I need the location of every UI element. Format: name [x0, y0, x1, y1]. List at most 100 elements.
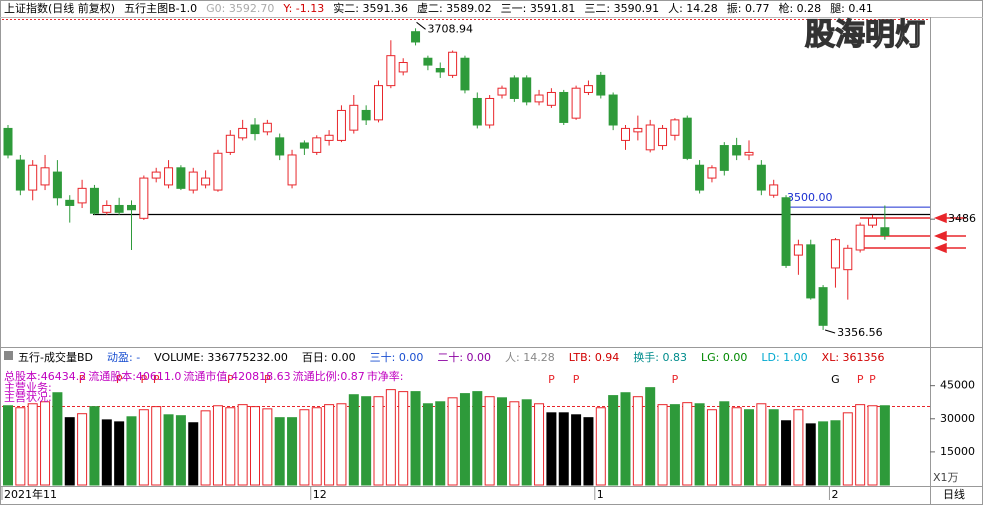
candle-body — [250, 124, 260, 135]
candle-body — [707, 167, 717, 179]
volume-header-item: LG: 0.00 — [701, 351, 748, 364]
volume-bar — [805, 423, 816, 486]
x-tick-label: 2 — [831, 488, 838, 501]
candle-body — [349, 104, 359, 131]
volume-bar — [521, 399, 532, 486]
candle-body — [843, 247, 853, 271]
volume-bar — [27, 403, 38, 486]
volume-bar — [558, 412, 569, 486]
candle-body — [633, 127, 643, 133]
volume-bar — [867, 405, 878, 486]
x-tick-label: 2021年11 — [4, 487, 57, 501]
volume-bar — [830, 420, 841, 486]
candle-body — [89, 187, 99, 214]
candle-body — [361, 109, 371, 121]
volume-header-item: VOLUME: 336775232.00 — [154, 351, 288, 364]
volume-bar — [781, 420, 792, 486]
info-note: 市净率: — [366, 370, 404, 383]
candle-body — [28, 164, 38, 191]
volume-bar — [250, 406, 260, 486]
signal-label: P — [672, 373, 679, 386]
header-item: Y: -1.13 — [283, 2, 325, 15]
candle-body — [880, 227, 890, 236]
candle-body — [559, 91, 569, 123]
volume-bar — [744, 409, 754, 486]
header-item: 振: 0.77 — [726, 2, 770, 15]
candle-body — [793, 244, 803, 256]
low-pointer — [824, 329, 836, 334]
candle-body — [151, 171, 161, 179]
volume-bar — [361, 396, 372, 486]
volume-bar — [534, 403, 545, 486]
info-note: 流通股本:40611.0 — [88, 370, 182, 383]
volume-bar — [52, 392, 63, 486]
candle-body — [460, 57, 470, 91]
volume-bar — [385, 389, 396, 486]
volume-bar — [657, 404, 668, 486]
candle-body — [719, 145, 729, 171]
candle-body — [40, 167, 50, 186]
header-item: 上证指数(日线 前复权) — [4, 2, 116, 15]
x-tick-label: 12 — [313, 488, 327, 501]
volume-bar — [818, 421, 829, 486]
reference-label: 3500.00 — [787, 191, 833, 204]
volume-bar — [484, 396, 495, 486]
candle-body — [744, 151, 754, 156]
candle-body — [670, 119, 680, 136]
volume-bar — [15, 407, 26, 486]
candle-body — [509, 77, 519, 99]
candle-body — [336, 109, 346, 141]
volume-bar — [855, 404, 866, 486]
volume-bar — [632, 396, 643, 486]
candle-body — [423, 57, 433, 66]
candle-body — [485, 97, 495, 126]
candle-body — [52, 171, 62, 199]
volume-bar — [311, 407, 322, 486]
volume-bar — [3, 405, 13, 486]
volume-bar — [40, 401, 51, 486]
arrow-head — [933, 230, 947, 242]
volume-bar — [348, 394, 359, 486]
watermark: 股海明灯 — [805, 18, 925, 53]
volume-bar — [200, 410, 211, 486]
volume-bar — [126, 416, 137, 486]
volume-bar — [101, 419, 112, 486]
y-tick-label: 15000 — [940, 445, 975, 458]
info-line: 主营业务: — [4, 381, 52, 394]
candle-body — [275, 137, 285, 156]
volume-header-item: 换手: 0.83 — [633, 351, 688, 364]
candle-body — [830, 239, 840, 269]
candle-body — [262, 122, 272, 133]
y-tick-label: 3486 — [948, 212, 976, 225]
volume-bar — [163, 414, 174, 486]
candle-body — [583, 85, 593, 93]
candle-body — [608, 94, 618, 126]
info-line: 主营状况: — [4, 391, 52, 404]
candle-body — [732, 145, 742, 156]
volume-bar — [64, 417, 75, 486]
candle-body — [238, 127, 248, 139]
volume-bar — [237, 404, 248, 486]
candle-body — [77, 187, 87, 204]
candle-body — [756, 164, 766, 191]
candle-body — [818, 287, 828, 326]
header-item: 腿: 0.41 — [830, 2, 873, 15]
candle-body — [65, 199, 75, 206]
signal-label: P — [869, 373, 876, 386]
info-notes: 总股本:46434.2 流通股本:40611.0 流通市值:420818.63 流通比… — [4, 369, 404, 385]
volume-header-item: 二十: 0.00 — [437, 351, 492, 364]
volume-bar — [262, 408, 273, 486]
volume-bar — [435, 401, 446, 486]
volume-bar — [447, 397, 458, 486]
header-row: 上证指数(日线 前复权) 五行主图B-1.0 G0: 3592.70 Y: -1.13… — [4, 1, 873, 17]
volume-header-item: LD: 1.00 — [761, 351, 808, 364]
signal-label: P — [79, 373, 86, 386]
candle-body — [497, 87, 507, 96]
candle-body — [312, 137, 322, 153]
volume-bar — [175, 415, 186, 486]
header-item: 人: 14.28 — [668, 2, 718, 15]
header-item: 实二: 3591.36 — [333, 2, 408, 15]
volume-bar — [274, 417, 285, 486]
